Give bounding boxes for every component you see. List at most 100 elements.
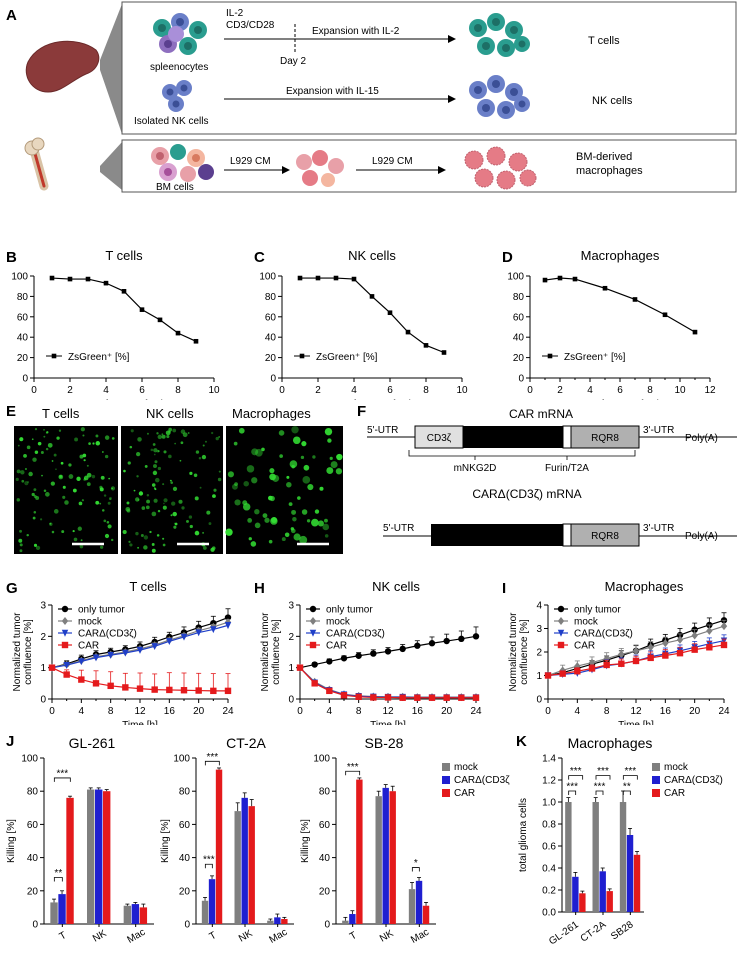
- data-point: [297, 275, 303, 281]
- car-bracket: [408, 450, 636, 457]
- fluorescent-cell: [291, 464, 295, 469]
- legend-label: CAR: [326, 641, 347, 652]
- data-point: [193, 338, 199, 344]
- chart-title: T cells: [129, 579, 167, 594]
- legend-marker: [61, 617, 69, 625]
- legend-marker: [61, 629, 69, 637]
- bar: [633, 854, 641, 912]
- legend-swatch: [652, 776, 660, 784]
- panel-letter: K: [516, 733, 527, 750]
- significance-label: **: [54, 868, 62, 879]
- micrograph-label: Macrophages: [232, 406, 311, 421]
- fluorescent-cell: [135, 531, 139, 536]
- fluorescent-cell: [161, 433, 164, 436]
- data-point: [136, 685, 144, 692]
- panel-letter: B: [6, 249, 17, 266]
- y-axis-title-line: confluence [%]: [271, 619, 282, 685]
- fluorescent-cell: [284, 532, 290, 538]
- day2-label: Day 2: [280, 56, 307, 67]
- fluorescent-cell: [269, 468, 275, 474]
- bar: [408, 889, 416, 924]
- cd3cd28-label: CD3/CD28: [226, 20, 275, 31]
- fluorescent-cell: [62, 485, 66, 489]
- legend-label: CARΔ(CD3ζ): [664, 775, 723, 786]
- fluorescent-cell: [217, 477, 222, 482]
- fluorescent-cell: [145, 505, 150, 510]
- x-tick-label: 12: [382, 706, 394, 717]
- data-point: [544, 672, 552, 679]
- data-point: [662, 652, 669, 659]
- data-point: [557, 275, 563, 281]
- fluorescent-cell: [194, 530, 200, 536]
- fluorescent-cell: [153, 464, 157, 469]
- fluorescent-cell: [82, 453, 87, 458]
- fluorescent-cell: [312, 455, 316, 459]
- data-point: [414, 642, 421, 649]
- fluorescent-cell: [107, 524, 112, 529]
- x-tick-label: 12: [134, 706, 146, 717]
- x-tick-label: 0: [297, 706, 303, 717]
- x-tick-label: 4: [103, 385, 109, 396]
- cardelta-mrna-title: CARΔ(CD3ζ) mRNA: [472, 487, 581, 501]
- bar: [422, 905, 430, 924]
- fluorescent-cell: [74, 437, 79, 442]
- fluorescent-cell: [92, 442, 95, 445]
- panel-a-schematic: A spleenocytes IL-2 CD3/CD28 Day 2 Expan…: [6, 1, 737, 193]
- data-point: [691, 646, 698, 653]
- fluorescent-cell: [37, 441, 42, 446]
- fluorescent-cell: [58, 474, 64, 480]
- data-point: [574, 668, 581, 675]
- fluorescent-cell: [242, 503, 251, 511]
- fluorescent-cell: [40, 451, 44, 455]
- bm-box: [121, 139, 737, 193]
- fluorescent-cell: [153, 448, 158, 453]
- y-tick-label: 100: [21, 754, 38, 765]
- bm-cell-cluster-icon: [151, 144, 214, 182]
- y-tick-label: 40: [265, 333, 277, 344]
- fluorescent-cell: [292, 516, 297, 522]
- panel-letter: C: [254, 249, 265, 266]
- fluorescent-cell: [53, 453, 57, 457]
- data-point: [384, 694, 392, 701]
- legend-label: mock: [574, 617, 599, 628]
- fluorescent-cell: [199, 486, 202, 489]
- bar: [415, 880, 423, 924]
- fluorescent-cell: [170, 481, 174, 484]
- fluorescent-cell: [270, 517, 278, 525]
- fluorescent-cell: [34, 450, 39, 454]
- legend-label: CAR: [664, 788, 685, 799]
- bar: [66, 797, 74, 924]
- data-point: [151, 643, 158, 651]
- fluorescent-cell: [180, 441, 184, 445]
- data-point: [326, 658, 333, 665]
- fluorescent-cell: [32, 516, 36, 520]
- fluorescent-cell: [188, 515, 193, 519]
- legend-label: ZsGreen⁺ [%]: [316, 352, 378, 363]
- fluorescent-cell: [161, 434, 166, 439]
- fluorescent-cell: [100, 545, 104, 549]
- data-point: [67, 276, 73, 282]
- fluorescent-cell: [151, 543, 155, 546]
- data-point: [706, 644, 713, 651]
- fluorescent-cell: [166, 434, 170, 439]
- legend-marker: [309, 617, 317, 625]
- fluorescent-cell: [79, 544, 84, 549]
- macrophage-cluster-icon: [464, 146, 537, 190]
- fluorescent-cell: [33, 488, 37, 492]
- fluorescent-cell: [243, 480, 249, 487]
- data-point: [311, 680, 318, 687]
- significance-label: ***: [56, 768, 68, 779]
- y-tick-label: 20: [265, 353, 277, 364]
- fluorescent-cell: [250, 541, 257, 547]
- y-axis-title-line: Normalized tumor: [260, 612, 271, 692]
- significance-bracket: [204, 863, 213, 869]
- fluorescent-cell: [151, 483, 156, 487]
- x-tick-label: 8: [108, 706, 114, 717]
- panel-e-micrographs: E T cells NK cells Macrophages: [6, 403, 343, 554]
- bar: [342, 920, 349, 924]
- y-tick-label: 3: [40, 601, 46, 612]
- fluorescent-cell: [194, 496, 199, 501]
- data-point: [355, 652, 362, 659]
- cardelta-furin-segment: [562, 523, 572, 547]
- x-tick-label: 16: [164, 706, 176, 717]
